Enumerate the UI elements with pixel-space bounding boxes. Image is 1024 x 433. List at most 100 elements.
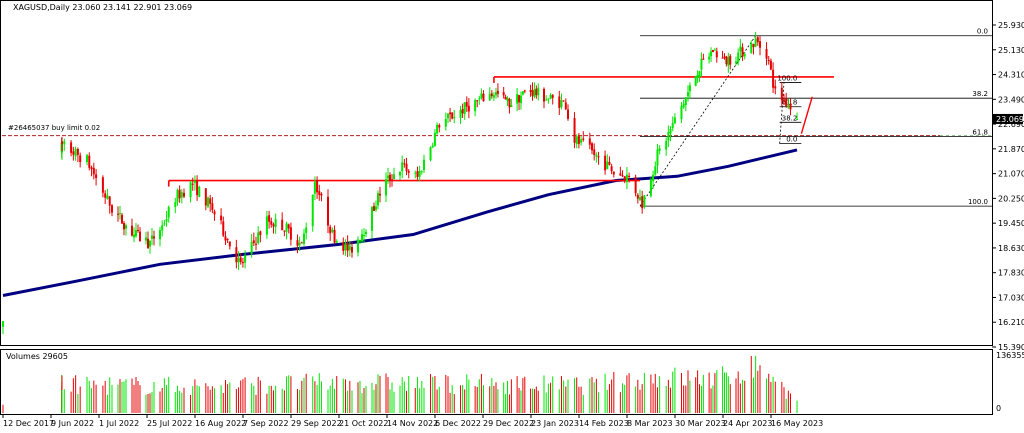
candle-body	[147, 238, 149, 248]
candle-body	[161, 225, 164, 231]
candle-body	[139, 231, 141, 242]
candle-body	[735, 61, 737, 64]
candle-body	[639, 197, 641, 201]
candle-body	[444, 118, 447, 127]
candle-body	[433, 132, 436, 146]
candle-body	[313, 181, 316, 194]
candle-body	[228, 241, 231, 247]
candle-body	[270, 221, 273, 225]
candle-body	[180, 192, 183, 198]
candle-body	[403, 163, 406, 165]
candle-body	[667, 131, 670, 141]
candle-body	[329, 226, 332, 234]
candle-body	[106, 195, 109, 200]
overlay-lines-layer: 0.0 38.2 61.8 100.0 100.0 61.8 38.2 0.0	[2, 28, 992, 207]
time-axis-label: 12 Dec 2017	[3, 419, 54, 428]
candle-body	[451, 112, 454, 119]
candle-body	[239, 257, 242, 262]
candle-body	[560, 100, 563, 108]
candle-body	[121, 214, 123, 224]
candle-body	[715, 51, 718, 58]
time-axis-label: 24 Apr 2023	[723, 419, 772, 428]
price-axis-label: 23.490	[998, 95, 1024, 104]
candle-body	[467, 105, 470, 112]
candle-body	[591, 143, 593, 151]
candle-body	[226, 238, 229, 240]
candle-body	[72, 151, 75, 155]
candle-body	[183, 192, 185, 197]
candle-body	[671, 123, 674, 129]
candle-body	[682, 103, 685, 108]
candle-body	[643, 195, 646, 207]
candle-body	[365, 231, 367, 234]
candle-body	[490, 93, 493, 97]
candle-body	[521, 91, 524, 95]
candle-body	[259, 231, 262, 236]
candle-body	[623, 176, 626, 181]
candle-body	[673, 117, 676, 124]
candle-body	[346, 242, 349, 251]
candle-body	[303, 233, 305, 244]
candle-body	[656, 149, 659, 166]
candle-body	[207, 197, 209, 207]
candle-body	[765, 48, 768, 59]
candle-body	[708, 56, 711, 60]
fibo-level-label: 0.0	[977, 28, 988, 36]
candle-body	[438, 125, 441, 128]
candle-body	[582, 138, 585, 140]
candle-body	[178, 189, 181, 199]
candle-body	[389, 174, 391, 181]
candle-body	[191, 183, 194, 185]
candle-body	[298, 242, 301, 246]
candle-body	[436, 124, 439, 134]
candle-body	[209, 198, 212, 204]
fibo-level-label: 61.8	[972, 129, 988, 137]
candle-body	[348, 245, 351, 251]
candle-body	[320, 193, 323, 196]
candle-body	[558, 96, 561, 108]
candle-body	[789, 104, 792, 110]
fibo-level-label: 100.0	[777, 75, 797, 83]
price-axis-label: 20.250	[998, 194, 1024, 203]
candle-body	[754, 38, 757, 47]
candle-body	[235, 247, 238, 263]
price-axis-label: 19.450	[998, 219, 1024, 228]
price-axis-label: 21.070	[998, 170, 1024, 179]
candle-body	[104, 193, 107, 198]
moving-average-line	[2, 148, 798, 297]
candle-body	[547, 98, 550, 100]
candle-body	[88, 155, 91, 168]
candle-body	[606, 161, 609, 169]
candle-body	[506, 98, 509, 101]
candle-body	[220, 215, 223, 221]
candle-body	[564, 102, 567, 110]
time-axis-label: 16 May 2023	[771, 419, 823, 428]
candle-body	[476, 100, 479, 102]
candle-body	[625, 174, 628, 183]
time-axis-label: 14 Nov 2022	[387, 419, 438, 428]
candle-body	[431, 145, 434, 148]
candle-body	[535, 88, 538, 96]
candle-body	[255, 243, 257, 245]
candle-body	[567, 109, 569, 119]
candle-body	[474, 100, 477, 112]
time-axis-label: 21 Oct 2022	[339, 419, 388, 428]
candle-body	[772, 69, 775, 88]
candle-body	[577, 136, 580, 144]
fibo-level-label: 100.0	[968, 198, 988, 206]
candle-body	[711, 50, 714, 52]
time-axis-label: 6 Dec 2022	[435, 419, 481, 428]
candle-body	[669, 128, 672, 134]
candle-body	[252, 240, 255, 244]
candle-body	[698, 71, 701, 77]
candle-body	[593, 149, 596, 155]
price-axis-label: 16.210	[998, 318, 1024, 327]
candle-body	[721, 57, 724, 59]
candle-body	[151, 235, 153, 239]
volume-panel-title: Volumes 29605	[6, 352, 68, 361]
time-axis-label: 8 Mar 2023	[627, 419, 673, 428]
candle-body	[76, 149, 79, 155]
candle-body	[401, 162, 404, 172]
candle-body	[237, 257, 240, 263]
